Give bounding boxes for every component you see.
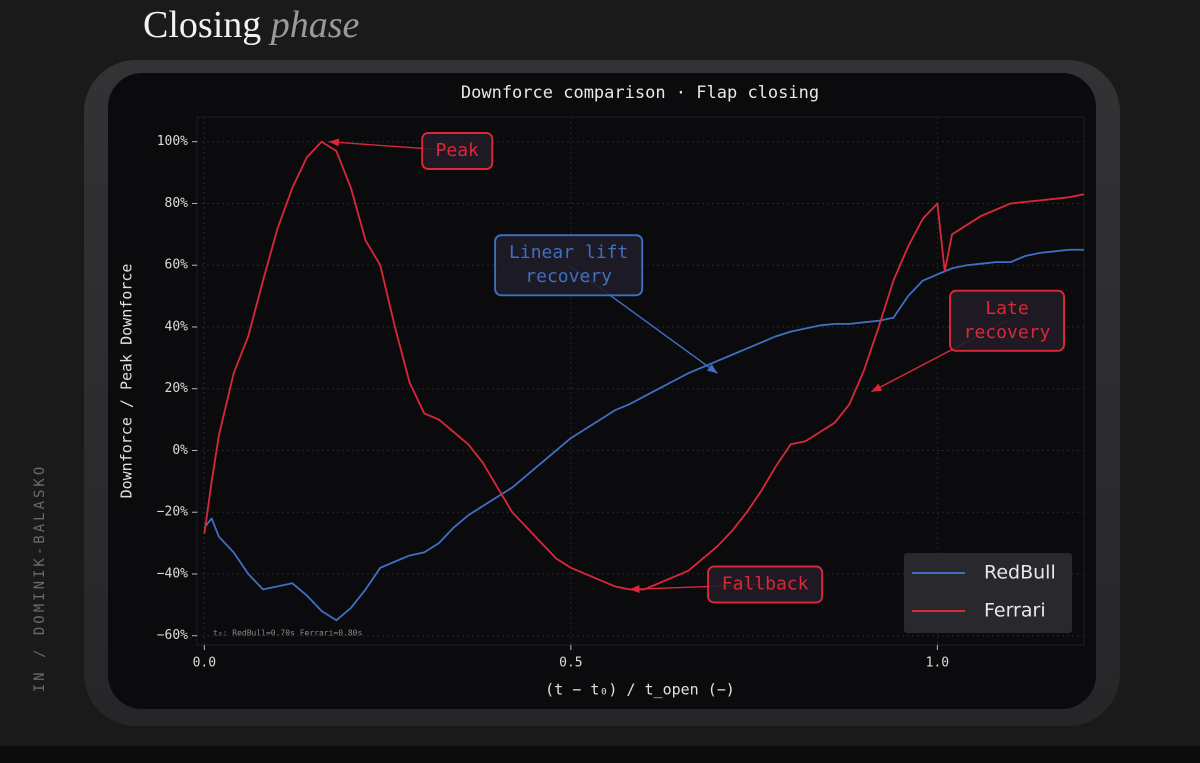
legend-label: RedBull <box>984 562 1056 584</box>
annotation-arrowhead <box>871 383 883 392</box>
legend-label: Ferrari <box>984 600 1046 622</box>
y-tick-label: 80% <box>165 196 189 211</box>
chart: Downforce comparison · Flap closing (t −… <box>118 83 1085 699</box>
side-label: IN / DOMINIK-BALASKO <box>32 464 48 693</box>
plot-frame <box>196 116 1085 646</box>
x-tick-label: 1.0 <box>926 656 949 671</box>
footnote: t₀: RedBull=0.70s Ferrari=0.80s <box>213 629 362 638</box>
y-tick-label: 0% <box>172 443 188 458</box>
bottom-strip <box>0 746 1200 763</box>
annotation-arrowhead <box>328 138 340 147</box>
annotation-text: recovery <box>964 322 1051 343</box>
panel <box>108 73 1096 709</box>
annotation-text: Linear lift <box>509 242 628 263</box>
annotation-text: Late <box>985 298 1028 319</box>
y-tick-label: −60% <box>157 628 188 643</box>
page-title: Closing phase <box>143 4 360 46</box>
legend: RedBull Ferrari <box>904 553 1072 633</box>
y-tick-label: 100% <box>157 134 188 149</box>
annotation-box-bg <box>423 133 492 168</box>
x-tick-label: 0.5 <box>559 656 582 671</box>
annotation-text: recovery <box>525 266 612 287</box>
annotation-arrowhead <box>707 364 718 374</box>
x-axis-label: (t − t₀) / t_open (−) <box>545 681 735 699</box>
y-tick-label: 60% <box>165 258 189 273</box>
annotation-box-bg <box>951 291 1064 350</box>
title-main: Closing <box>143 4 261 46</box>
annotation-text: Peak <box>436 140 480 161</box>
series-line <box>203 248 1084 622</box>
annotation-text: Fallback <box>722 573 809 594</box>
chart-title: Downforce comparison · Flap closing <box>461 83 819 103</box>
y-tick-label: −20% <box>157 505 188 520</box>
title-emphasis: phase <box>268 4 360 46</box>
y-axis-label: Downforce / Peak Downforce <box>118 264 136 499</box>
x-tick-label: 0.0 <box>193 656 216 671</box>
annotation-box-bg <box>496 236 642 295</box>
annotation-box-bg <box>709 567 822 602</box>
annotation-arrowhead <box>629 585 640 594</box>
y-tick-label: 20% <box>165 381 189 396</box>
y-tick-label: 40% <box>165 319 189 334</box>
y-tick-label: −40% <box>157 566 188 581</box>
